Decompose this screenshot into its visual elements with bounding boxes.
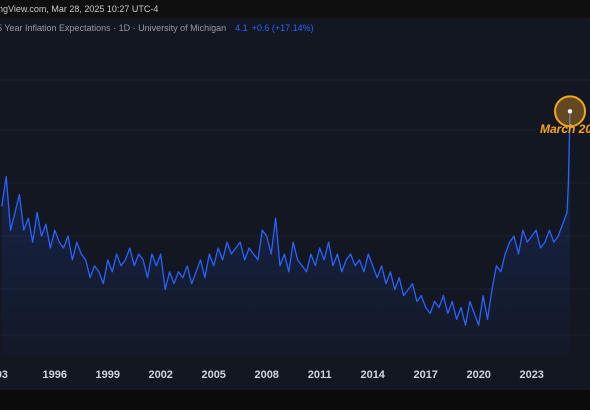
x-tick-label: 1996 bbox=[43, 369, 67, 381]
x-tick-label: 93 bbox=[0, 369, 8, 381]
source-bar: dingView.com, Mar 28, 2025 10:27 UTC-4 bbox=[0, 0, 590, 18]
last-value: 4.1 bbox=[235, 23, 248, 33]
x-tick-label: 2017 bbox=[413, 369, 437, 381]
x-tick-label: 2020 bbox=[466, 369, 490, 381]
annotation-label: March 20 bbox=[540, 122, 590, 136]
series-area bbox=[1, 111, 571, 355]
x-tick-label: 2008 bbox=[254, 369, 278, 381]
last-point-dot bbox=[567, 109, 573, 114]
x-tick-label: 1999 bbox=[96, 369, 120, 381]
annotation: March 20 bbox=[540, 95, 590, 136]
series-legend[interactable]: 5 Year Inflation Expectations · 1D · Uni… bbox=[0, 20, 590, 36]
x-tick-label: 2011 bbox=[308, 369, 332, 381]
x-tick-label: 2005 bbox=[201, 369, 225, 381]
x-tick-label: 2023 bbox=[519, 369, 543, 381]
source-text: dingView.com, Mar 28, 2025 10:27 UTC-4 bbox=[0, 4, 159, 14]
series-line bbox=[1, 111, 571, 326]
series-title: 5 Year Inflation Expectations · 1D · Uni… bbox=[0, 23, 227, 33]
footer-bar bbox=[0, 390, 590, 410]
x-tick-label: 2002 bbox=[148, 369, 172, 381]
x-axis: 93 1996 1999 2002 2005 2008 2011 2014 2017 2020 20… bbox=[0, 369, 544, 381]
x-tick-label: 2014 bbox=[360, 369, 385, 381]
change-value: +0.6 (+17.14%) bbox=[251, 23, 314, 33]
